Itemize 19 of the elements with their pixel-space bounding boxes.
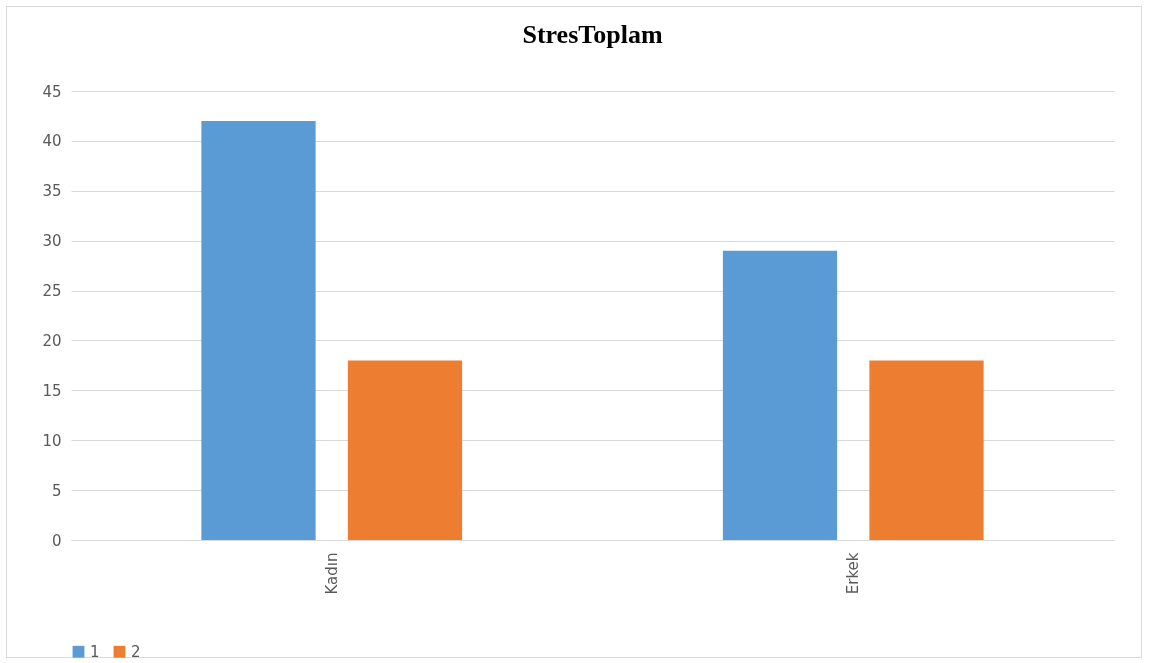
y-tick-label: 5	[51, 481, 62, 500]
x-tick-label: Kadın	[322, 552, 341, 595]
x-tick-label: Erkek	[844, 552, 863, 595]
y-tick-label: 40	[42, 132, 62, 151]
bar	[722, 250, 838, 540]
chart-title: StresToplam	[522, 20, 663, 49]
legend-label: 2	[131, 642, 141, 661]
y-tick-label: 20	[42, 331, 62, 350]
bar	[347, 360, 463, 540]
y-tick-label: 25	[42, 282, 62, 301]
y-tick-label: 15	[42, 381, 62, 400]
y-tick-label: 35	[42, 182, 62, 201]
y-tick-label: 10	[42, 431, 62, 450]
y-tick-label: 45	[42, 82, 62, 101]
bar	[869, 360, 984, 540]
y-tick-label: 0	[51, 531, 62, 550]
bar	[201, 120, 316, 540]
y-tick-label: 30	[42, 232, 62, 251]
legend-label: 1	[90, 642, 100, 661]
